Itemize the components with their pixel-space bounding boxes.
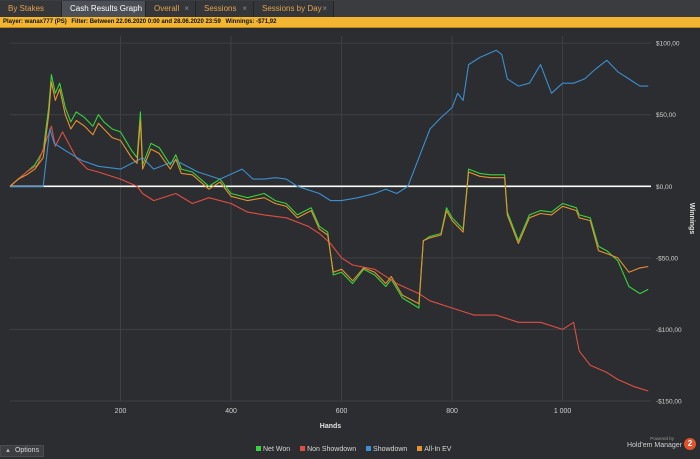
legend-label: Showdown bbox=[373, 446, 408, 453]
series-line-net-won bbox=[9, 74, 649, 309]
y-tick-label: $50,00 bbox=[656, 112, 676, 119]
x-tick-label: 800 bbox=[446, 408, 458, 415]
tab-cash-results-graph[interactable]: Cash Results Graph × bbox=[62, 1, 146, 17]
tab-label: Overall bbox=[154, 4, 180, 13]
filter-bar: Player: wanax777 (PS) Filter: Between 22… bbox=[0, 17, 700, 28]
x-tick-label: 400 bbox=[225, 408, 237, 415]
legend-item-showdown[interactable]: Showdown bbox=[366, 446, 407, 453]
cash-results-chart: 200 400 600 800 1 000 $100,00 $50,00 $0,00 -$50,… bbox=[9, 36, 695, 430]
brand-name: Hold'em Manager bbox=[626, 442, 682, 449]
brand-logo: Powered by Hold'em Manager 2 bbox=[616, 436, 696, 458]
legend-label: Non Showdown bbox=[307, 446, 357, 453]
brand-badge-icon: 2 bbox=[684, 438, 696, 450]
chart-legend: Net Won Non Showdown Showdown All-In EV bbox=[256, 446, 459, 456]
y-tick-label: -$50,00 bbox=[656, 255, 678, 262]
tab-overall[interactable]: Overall × bbox=[146, 1, 196, 17]
legend-item-net-won[interactable]: Net Won bbox=[256, 446, 290, 453]
winnings-label: Winnings: -$71,92 bbox=[225, 19, 277, 25]
tab-sessions-by-day[interactable]: Sessions by Day × bbox=[254, 1, 334, 17]
close-icon[interactable]: × bbox=[134, 4, 139, 13]
filter-label: Filter: Between 22.06.2020 0:00 and 28.0… bbox=[71, 19, 221, 25]
legend-item-all-in-ev[interactable]: All-In EV bbox=[417, 446, 451, 453]
legend-swatch bbox=[256, 446, 261, 451]
close-icon[interactable]: × bbox=[242, 4, 247, 13]
x-tick-label: 200 bbox=[115, 408, 127, 415]
y-axis-label: Winnings bbox=[688, 203, 695, 235]
y-tick-label: -$100,00 bbox=[656, 327, 682, 334]
tab-sessions[interactable]: Sessions × bbox=[196, 1, 254, 17]
y-tick-label: $0,00 bbox=[656, 184, 673, 191]
player-label: Player: wanax777 (PS) bbox=[3, 19, 67, 25]
tab-bar: By Stakes Cash Results Graph × Overall ×… bbox=[0, 0, 700, 18]
tab-label: Sessions by Day bbox=[262, 4, 322, 13]
expand-arrow-icon: ▲ bbox=[5, 448, 11, 454]
x-tick-label: 1 000 bbox=[554, 408, 572, 415]
bottom-bar: ▲ Options Net Won Non Showdown Showdown A… bbox=[0, 436, 700, 459]
x-axis-label: Hands bbox=[320, 423, 342, 430]
tab-label: Sessions bbox=[204, 4, 237, 13]
legend-label: Net Won bbox=[263, 446, 291, 453]
legend-item-non-showdown[interactable]: Non Showdown bbox=[300, 446, 356, 453]
series-line-showdown bbox=[10, 49, 649, 202]
y-tick-label: -$150,00 bbox=[656, 399, 682, 406]
tab-label: By Stakes bbox=[8, 4, 45, 13]
options-label: Options bbox=[14, 447, 40, 454]
options-button[interactable]: ▲ Options bbox=[0, 445, 44, 457]
powered-by-label: Powered by bbox=[650, 436, 674, 441]
tab-by-stakes[interactable]: By Stakes bbox=[0, 1, 62, 17]
tab-label: Cash Results Graph bbox=[70, 4, 143, 13]
plot-area bbox=[10, 36, 651, 401]
legend-swatch bbox=[300, 446, 306, 451]
x-tick-label: 600 bbox=[336, 408, 348, 415]
legend-swatch bbox=[366, 446, 372, 451]
y-tick-label: $100,00 bbox=[656, 41, 680, 48]
close-icon[interactable]: × bbox=[322, 4, 327, 13]
legend-swatch bbox=[417, 446, 423, 451]
close-icon[interactable]: × bbox=[184, 4, 189, 13]
legend-label: All-In EV bbox=[424, 446, 452, 453]
series-line-all-in-ev bbox=[9, 81, 649, 305]
